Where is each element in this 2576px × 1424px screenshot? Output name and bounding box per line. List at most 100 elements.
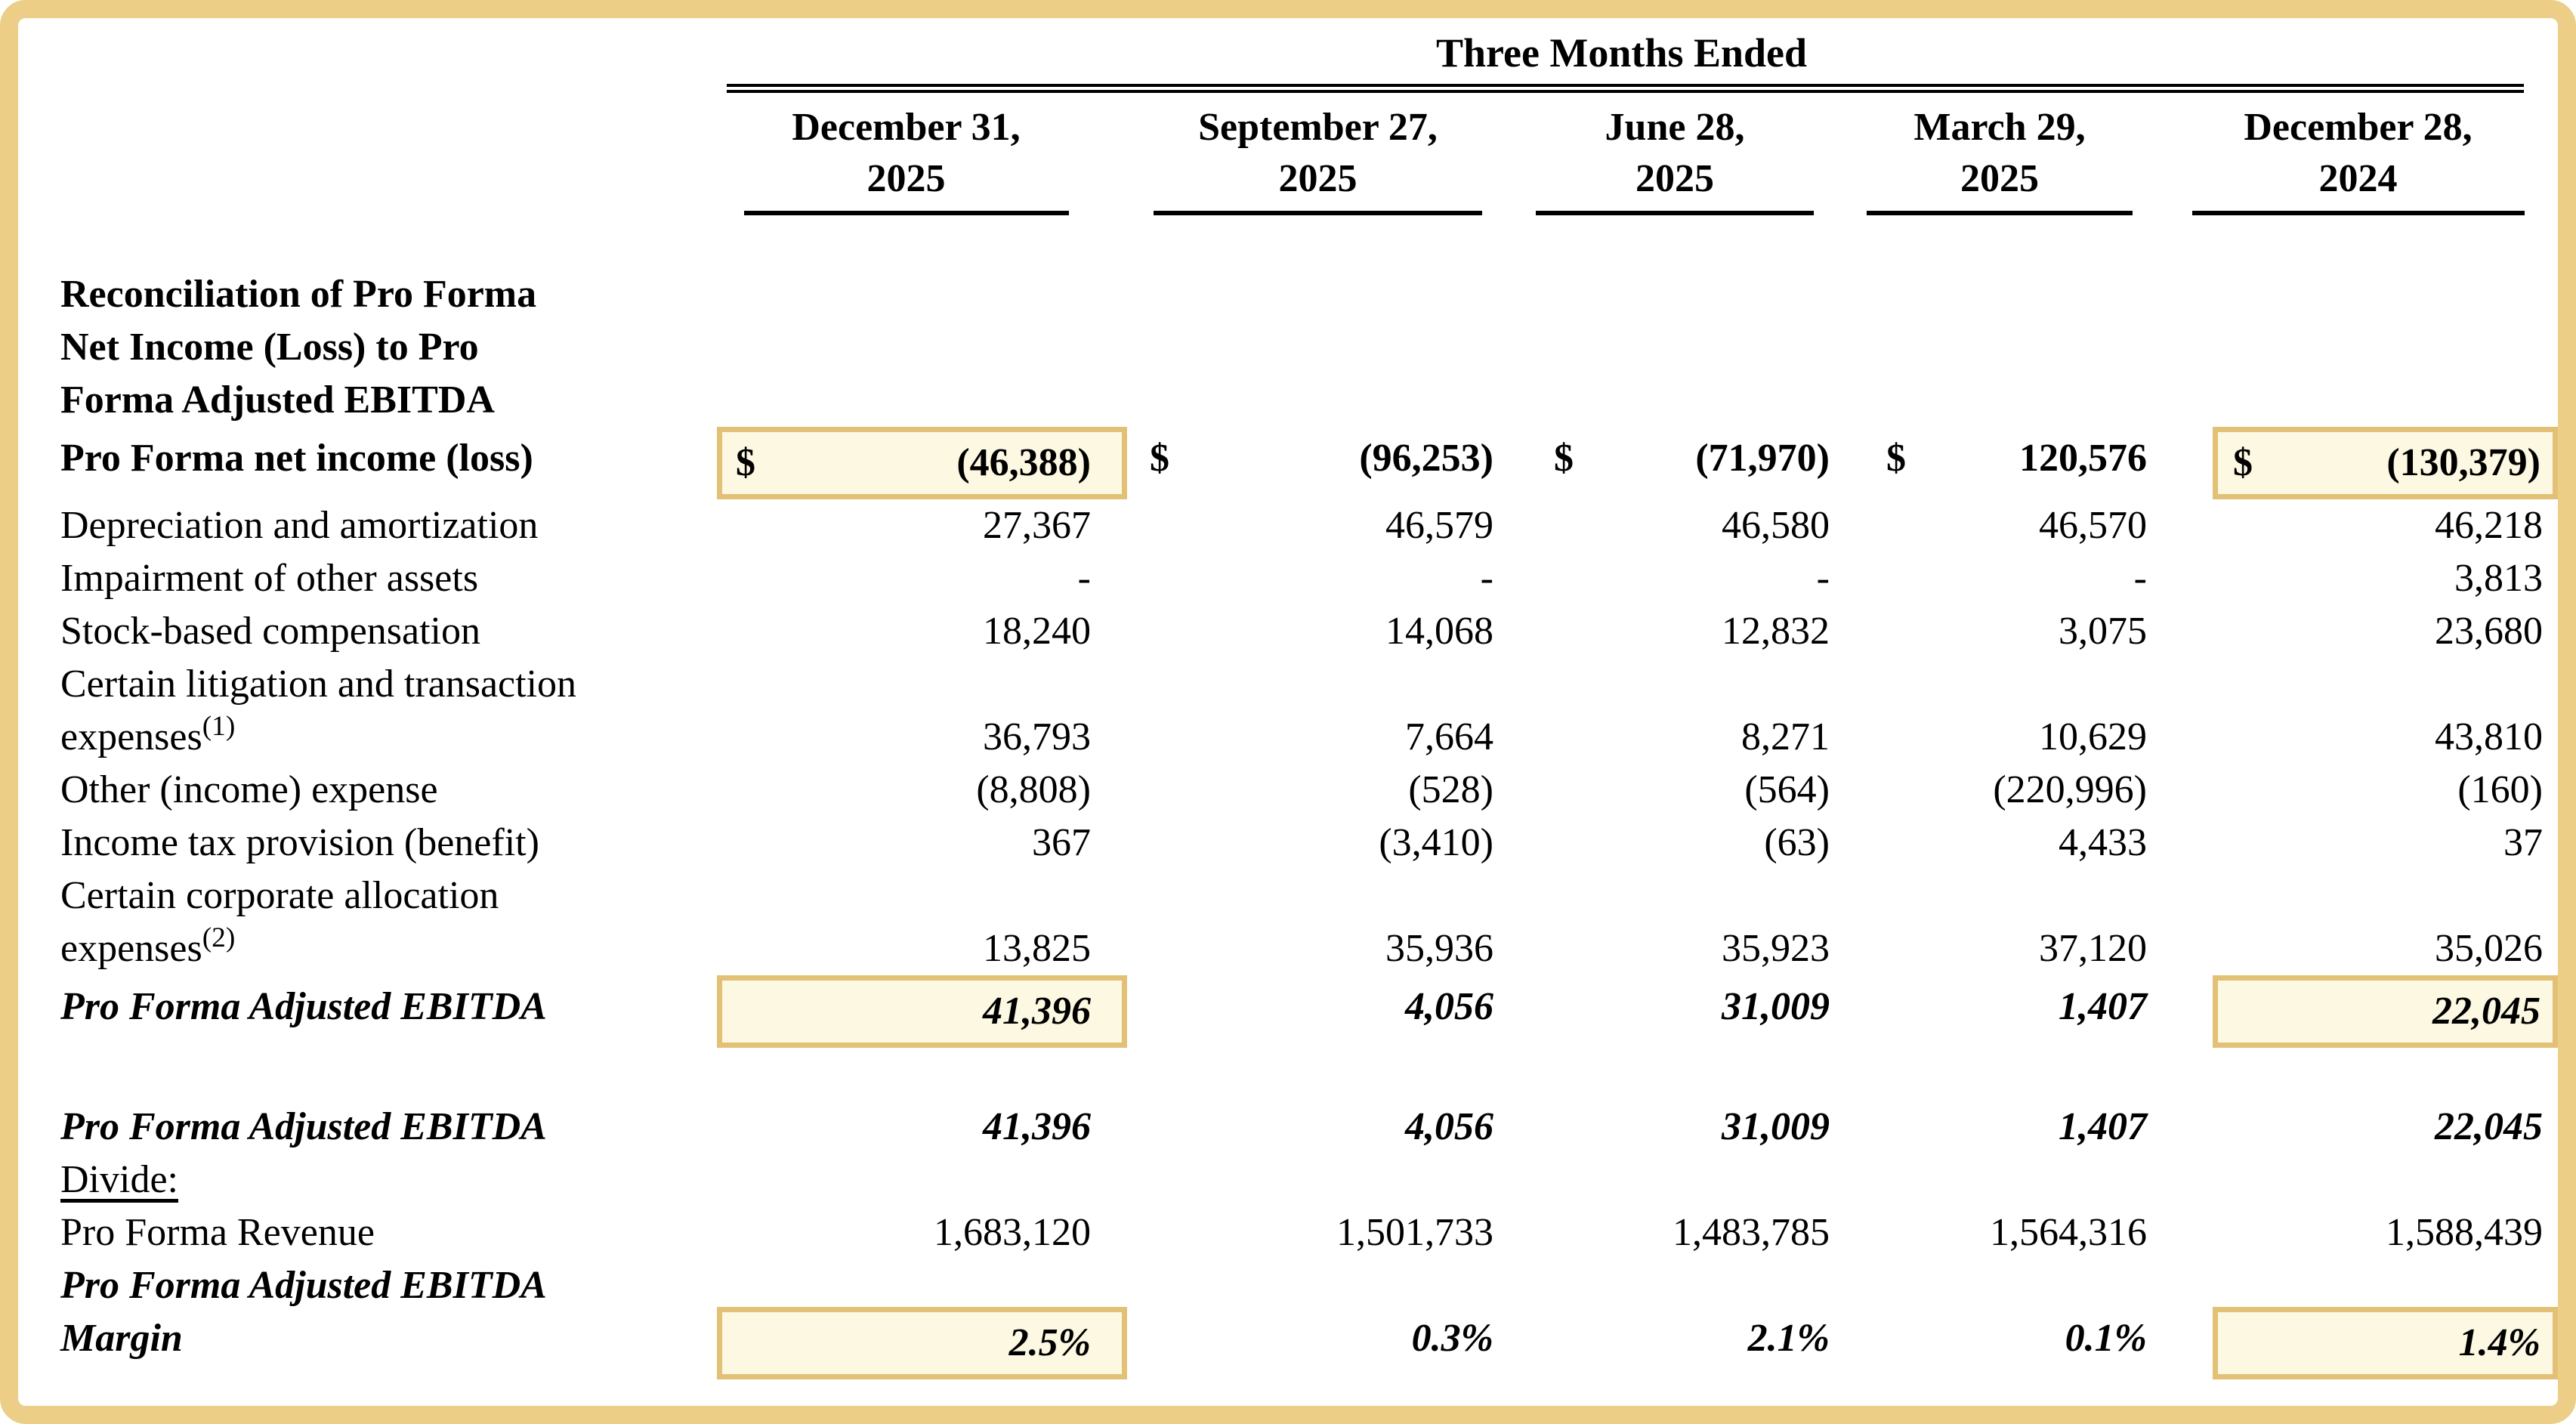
- value-text: 37: [2503, 821, 2543, 864]
- value-text: 22,045: [2432, 990, 2540, 1033]
- value-text: 1,683,120: [934, 1211, 1091, 1254]
- row-label: Pro Forma Adjusted EBITDA Margin: [39, 1259, 685, 1379]
- column-header-date: June 28,: [1605, 106, 1745, 149]
- value-wrap: 4,433: [1841, 817, 2158, 870]
- value-wrap: 43,810: [2213, 711, 2558, 764]
- value-wrap: 22,045: [2213, 1101, 2558, 1154]
- value-wrap: 46,579: [1127, 499, 1509, 552]
- value-text: (96,253): [1359, 437, 1493, 480]
- value-wrap: (8,808): [717, 764, 1127, 817]
- value-text: 43,810: [2435, 715, 2543, 758]
- value-wrap: 10,629: [1841, 711, 2158, 764]
- value-wrap: (160): [2213, 764, 2558, 817]
- dollar-sign: $: [1150, 437, 1169, 480]
- column-header-date: December 31,: [792, 106, 1021, 149]
- column-header: September 27, 2025: [1127, 93, 1509, 215]
- cell-value: 46,570: [1841, 499, 2158, 552]
- column-header: December 31, 2025: [685, 93, 1127, 215]
- value-text: 10,629: [2039, 715, 2147, 758]
- cell-value: 22,045: [2158, 975, 2558, 1048]
- value-text: 4,433: [2059, 821, 2147, 864]
- row-label: Certain corporate allocation expenses(2): [39, 870, 685, 975]
- value-wrap: 46,580: [1509, 499, 1841, 552]
- double-rule: [727, 84, 2524, 93]
- table-header: Three Months Ended December 31, 2025 Septe…: [39, 29, 2558, 215]
- cell-value: (564): [1509, 764, 1841, 817]
- value-text: 35,936: [1385, 927, 1493, 970]
- cell-value: 41,396: [685, 975, 1127, 1048]
- column-header-year: 2024: [2318, 157, 2398, 200]
- value-wrap: 27,367: [717, 499, 1127, 552]
- cell-value: 27,367: [685, 499, 1127, 552]
- cell-value: 4,056: [1127, 975, 1509, 1048]
- cell-value: [1127, 1154, 1509, 1206]
- column-header-date: March 29,: [1913, 106, 2086, 149]
- cell-value: 23,680: [2158, 605, 2558, 658]
- value-text: 46,580: [1722, 504, 1830, 547]
- highlight-box: 1.4%: [2213, 1307, 2558, 1379]
- value-text: 2.5%: [1008, 1321, 1091, 1364]
- cell-value: (63): [1509, 817, 1841, 870]
- value-wrap: -: [1841, 552, 2158, 605]
- header-spacer: [39, 93, 685, 215]
- cell-value: 37: [2158, 817, 2558, 870]
- value-wrap: 0.1%: [1841, 1312, 2158, 1379]
- value-wrap: 1,407: [1841, 1101, 2158, 1154]
- value-text: 1,564,316: [1990, 1211, 2147, 1254]
- column-header-date: December 28,: [2244, 106, 2473, 149]
- highlight-box: $ (130,379): [2213, 427, 2558, 499]
- value-wrap: 4,056: [1127, 1101, 1509, 1154]
- highlight-box: 2.5%: [717, 1307, 1127, 1379]
- value-text: 1,407: [2059, 1105, 2147, 1148]
- value-text: 31,009: [1722, 985, 1830, 1028]
- value-wrap: 13,825: [717, 922, 1127, 975]
- column-header: June 28, 2025: [1509, 93, 1841, 215]
- row-label: Reconciliation of Pro Forma Net Income (L…: [39, 268, 685, 427]
- value-text: 1,407: [2059, 985, 2147, 1028]
- value-text: -: [2133, 557, 2147, 600]
- value-wrap: -: [1509, 552, 1841, 605]
- cell-value: 1.4%: [2158, 1259, 2558, 1379]
- cell-value: 0.1%: [1841, 1259, 2158, 1379]
- cell-value: 43,810: [2158, 658, 2558, 764]
- dollar-sign: $: [2233, 441, 2253, 484]
- cell-value: (528): [1127, 764, 1509, 817]
- column-underline: [743, 211, 1069, 215]
- row-label-line: Certain litigation and transaction: [60, 663, 577, 706]
- value-wrap: 1,564,316: [1841, 1206, 2158, 1259]
- column-header-year: 2025: [1960, 157, 2039, 200]
- table-row: Depreciation and amortization 27,367 46,57…: [39, 499, 2558, 552]
- cell-value: (3,410): [1127, 817, 1509, 870]
- value-text: 36,793: [983, 715, 1091, 758]
- value-text: (63): [1764, 821, 1830, 864]
- column-underline: [1154, 211, 1482, 215]
- cell-value: 35,026: [2158, 870, 2558, 975]
- cell-value: [1509, 268, 1841, 427]
- cell-value: 36,793: [685, 658, 1127, 764]
- row-label-line: Pro Forma net income (loss): [60, 437, 533, 480]
- value-text: -: [1816, 557, 1830, 600]
- value-text: 22,045: [2435, 1105, 2543, 1148]
- cell-value: 41,396: [685, 1101, 1127, 1154]
- spacer-row: [39, 1048, 2558, 1101]
- cell-value: (160): [2158, 764, 2558, 817]
- row-label-line: Pro Forma Adjusted EBITDA: [60, 1264, 547, 1307]
- cell-value: [685, 268, 1127, 427]
- cell-value: 1,483,785: [1509, 1206, 1841, 1259]
- value-text: 0.1%: [2065, 1317, 2147, 1360]
- value-text: (3,410): [1379, 821, 1493, 864]
- table-row: [39, 1048, 2558, 1101]
- value-text: 120,576: [2019, 437, 2147, 480]
- value-text: 23,680: [2435, 610, 2543, 653]
- value-text: (8,808): [976, 768, 1091, 811]
- cell-value: 46,580: [1509, 499, 1841, 552]
- value-text: (71,970): [1695, 437, 1830, 480]
- value-wrap: 7,664: [1127, 711, 1509, 764]
- table-row: Pro Forma Adjusted EBITDA 41,396 4,056 31,0…: [39, 1101, 2558, 1154]
- cell-value: (8,808): [685, 764, 1127, 817]
- cell-value: 31,009: [1509, 975, 1841, 1048]
- value-text: 31,009: [1722, 1105, 1830, 1148]
- value-wrap: (220,996): [1841, 764, 2158, 817]
- cell-value: 35,923: [1509, 870, 1841, 975]
- value-text: 1,588,439: [2386, 1211, 2543, 1254]
